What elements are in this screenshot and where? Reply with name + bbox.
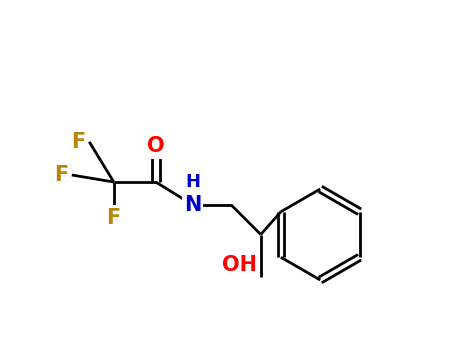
Text: F: F — [71, 132, 86, 152]
Text: N: N — [184, 195, 201, 215]
Text: O: O — [147, 136, 165, 156]
Text: F: F — [106, 208, 121, 228]
Text: F: F — [54, 165, 68, 185]
Text: OH: OH — [222, 255, 257, 275]
Text: H: H — [185, 173, 200, 191]
